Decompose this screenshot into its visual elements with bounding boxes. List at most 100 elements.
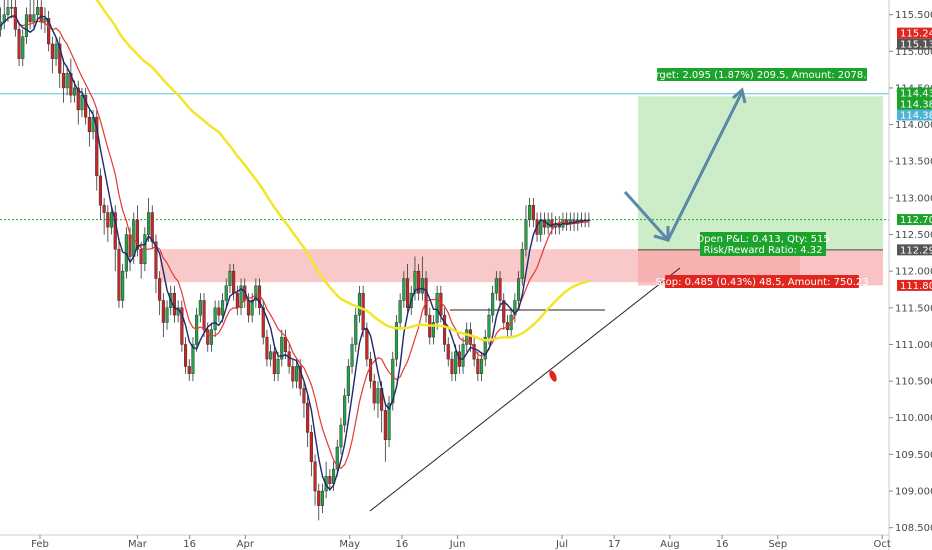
candle-body bbox=[550, 219, 554, 228]
candle-body bbox=[406, 278, 410, 309]
candle-body bbox=[483, 336, 487, 360]
candle-body bbox=[391, 358, 395, 404]
candle-body bbox=[28, 14, 32, 23]
candle-body bbox=[443, 314, 447, 345]
candle bbox=[150, 205, 154, 250]
candle bbox=[106, 205, 110, 242]
candle bbox=[372, 373, 376, 411]
time-tick-label: Mar bbox=[128, 539, 148, 550]
candle-body bbox=[91, 117, 95, 133]
price-label-box bbox=[897, 98, 932, 110]
time-tick-label: Jul bbox=[555, 539, 568, 550]
candle bbox=[487, 307, 491, 345]
time-tick-label: Apr bbox=[237, 539, 255, 550]
price-axis[interactable]: 108.500 109.000 109.500 110.000 110.500 111.0… bbox=[888, 0, 932, 550]
candle bbox=[461, 337, 465, 374]
candle-body bbox=[357, 292, 362, 316]
candle-body bbox=[335, 446, 339, 470]
candle-body bbox=[191, 344, 195, 374]
candle-body bbox=[224, 285, 228, 301]
candle bbox=[524, 205, 528, 257]
candle-body bbox=[298, 366, 302, 389]
candle-body bbox=[76, 87, 80, 111]
candle-body bbox=[365, 329, 369, 360]
candle bbox=[84, 87, 88, 125]
candle-body bbox=[239, 285, 243, 309]
candle bbox=[354, 307, 358, 352]
candle-body bbox=[476, 358, 480, 374]
candle-body bbox=[302, 388, 306, 404]
price-label: 114.386 bbox=[897, 98, 932, 111]
candle bbox=[517, 271, 521, 308]
candle-body bbox=[520, 248, 524, 279]
price-label-text: 114.386 bbox=[900, 100, 932, 111]
candle bbox=[239, 278, 243, 316]
candle-body bbox=[39, 7, 43, 23]
candle-body bbox=[280, 336, 284, 360]
candle-body bbox=[265, 336, 269, 360]
candle-body bbox=[531, 205, 535, 221]
candle bbox=[502, 293, 506, 330]
candle bbox=[387, 395, 391, 448]
candle-body bbox=[102, 205, 106, 213]
candle-body bbox=[272, 351, 276, 374]
arrow-head-up bbox=[732, 87, 747, 104]
sma-slow-line bbox=[95, 0, 590, 342]
target-label-box bbox=[657, 68, 867, 81]
candle-body bbox=[50, 43, 54, 59]
candle-body bbox=[180, 307, 184, 345]
candle bbox=[161, 293, 165, 338]
candle-body bbox=[283, 336, 288, 352]
price-label-text: 115.135 bbox=[900, 40, 932, 51]
candle bbox=[224, 278, 228, 308]
candle bbox=[443, 307, 447, 352]
candle-body bbox=[383, 410, 387, 440]
candle bbox=[21, 29, 25, 66]
candle-body bbox=[158, 278, 162, 301]
candle bbox=[154, 234, 158, 294]
candle bbox=[339, 417, 343, 455]
candle bbox=[158, 271, 162, 316]
candle bbox=[32, 0, 36, 30]
candle bbox=[494, 271, 498, 301]
candle-body bbox=[72, 87, 77, 96]
candle-body bbox=[417, 270, 421, 294]
candle bbox=[287, 344, 291, 374]
candle-body bbox=[450, 358, 454, 374]
candle-body bbox=[135, 219, 140, 250]
candle-body bbox=[54, 43, 58, 59]
candle bbox=[565, 212, 569, 231]
candle bbox=[398, 293, 402, 330]
price-tick-label: 110.500 bbox=[895, 377, 932, 388]
price-labels-layer: 115.248115.135 114.431114.386114.384 112.7… bbox=[897, 27, 932, 292]
candle-body bbox=[128, 234, 132, 257]
candle bbox=[109, 205, 114, 235]
candle-body bbox=[154, 241, 158, 279]
candle bbox=[346, 359, 350, 404]
price-label-text: 112.704 bbox=[900, 215, 932, 226]
candle bbox=[228, 263, 232, 294]
candle-body bbox=[528, 205, 532, 221]
price-tick-label: 113.000 bbox=[895, 193, 932, 204]
candle-body bbox=[565, 219, 569, 224]
time-axis[interactable]: Feb Mar 16 Apr May 16 Jun Jul 17 Aug 16 Sep Oct bbox=[0, 534, 891, 550]
candle bbox=[61, 58, 65, 103]
candle bbox=[343, 388, 347, 433]
candle bbox=[198, 293, 202, 323]
candle bbox=[121, 263, 125, 308]
candle bbox=[295, 359, 299, 389]
candle-body bbox=[542, 219, 546, 228]
candle bbox=[435, 285, 439, 330]
candle-body bbox=[424, 278, 428, 316]
price-tick-label: 109.500 bbox=[895, 450, 932, 461]
candle-body bbox=[435, 292, 439, 323]
candle bbox=[165, 300, 169, 330]
price-label-box bbox=[897, 87, 932, 99]
candle-body bbox=[361, 292, 365, 330]
candle bbox=[350, 337, 354, 374]
candle-body bbox=[313, 461, 317, 492]
candle-body bbox=[431, 322, 436, 338]
candle-body bbox=[209, 329, 214, 345]
candle-body bbox=[187, 366, 191, 374]
